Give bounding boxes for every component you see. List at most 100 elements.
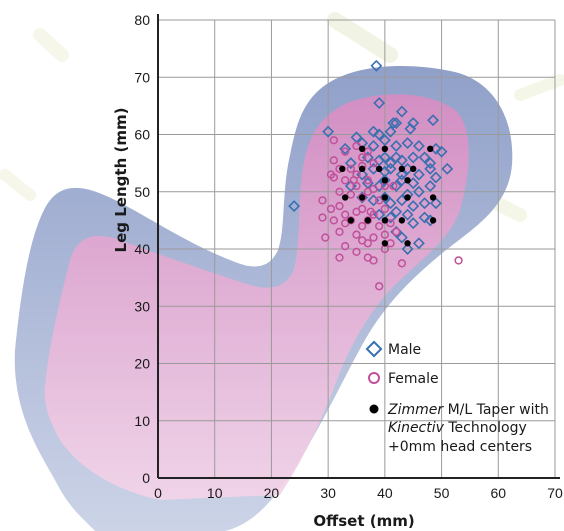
female-point xyxy=(326,204,336,214)
male-point xyxy=(384,125,397,138)
female-point xyxy=(358,204,367,214)
female-point xyxy=(380,204,390,214)
x-tick-labels: 0 10 20 30 40 50 60 70 xyxy=(154,485,563,501)
male-point xyxy=(418,197,431,210)
male-point xyxy=(339,142,352,155)
male-point xyxy=(322,125,335,138)
y-tick-label: 20 xyxy=(134,356,150,372)
female-point xyxy=(346,190,355,199)
male-point xyxy=(407,177,420,190)
x-tick-label: 0 xyxy=(154,485,162,501)
legend-label-male: Male xyxy=(388,342,421,358)
zimmer-point xyxy=(404,240,411,247)
male-point xyxy=(370,59,383,72)
legend-label-zimmer-line3: +0mm head centers xyxy=(388,439,532,455)
female-point xyxy=(329,156,338,165)
male-point xyxy=(429,171,442,184)
female-point xyxy=(375,282,384,291)
x-tick-label: 50 xyxy=(434,485,450,501)
female-series xyxy=(318,136,463,291)
female-point xyxy=(318,196,327,205)
male-point xyxy=(367,140,380,152)
male-point xyxy=(401,137,414,150)
zimmer-point xyxy=(427,145,434,153)
female-point xyxy=(341,241,350,251)
female-point xyxy=(335,253,344,262)
female-point xyxy=(346,164,355,174)
male-point xyxy=(441,162,454,175)
x-tick-label: 30 xyxy=(320,485,336,501)
male-point xyxy=(350,131,363,144)
zimmer-point xyxy=(404,194,411,201)
y-axis-title: Leg Length (mm) xyxy=(112,108,130,253)
axes xyxy=(157,14,560,479)
zimmer-point xyxy=(398,217,406,224)
male-point xyxy=(435,145,448,158)
zimmer-point xyxy=(404,177,411,184)
zimmer-point xyxy=(410,165,417,173)
female-point xyxy=(369,256,378,265)
male-point xyxy=(407,217,420,230)
x-tick-label: 70 xyxy=(547,485,563,501)
female-point xyxy=(363,147,372,156)
zimmer-point xyxy=(347,217,355,224)
legend-item-zimmer: Zimmer M/L Taper with Kinectiv Technolog… xyxy=(369,402,549,455)
male-point xyxy=(395,231,408,244)
zimmer-point xyxy=(381,177,389,184)
female-point xyxy=(346,216,355,225)
female-point xyxy=(318,213,327,222)
male-point xyxy=(401,243,414,255)
male-point xyxy=(378,134,391,147)
x-tick-label: 20 xyxy=(264,485,280,501)
female-point xyxy=(366,207,375,216)
male-point xyxy=(395,174,408,187)
female-point xyxy=(352,247,361,257)
female-point xyxy=(352,230,361,239)
y-tick-label: 0 xyxy=(142,470,150,486)
y-tick-label: 70 xyxy=(134,69,150,85)
zimmer-point xyxy=(429,194,437,201)
zimmer-point xyxy=(381,145,389,153)
female-point xyxy=(392,227,401,236)
female-point xyxy=(321,233,330,242)
legend-zimmer-line1-rest: M/L Taper with xyxy=(443,402,549,418)
legend-label-zimmer-line2: Kinectiv Technology xyxy=(388,420,527,436)
female-point xyxy=(375,196,384,205)
zimmer-point xyxy=(375,165,383,173)
female-point xyxy=(335,227,344,236)
female-point xyxy=(329,173,338,182)
legend-label-zimmer-line1: Zimmer M/L Taper with xyxy=(387,402,549,418)
female-point xyxy=(358,193,367,202)
x-tick-label: 10 xyxy=(207,485,223,501)
zimmer-point xyxy=(341,194,349,201)
x-tick-label: 40 xyxy=(377,485,393,501)
male-point xyxy=(424,162,437,175)
male-point xyxy=(427,114,440,127)
x-tick-label: 60 xyxy=(490,485,506,501)
female-point xyxy=(369,233,378,242)
male-point xyxy=(384,162,397,175)
legend-item-female: Female xyxy=(368,371,439,387)
zimmer-point xyxy=(339,165,346,173)
female-point xyxy=(380,230,390,239)
male-point xyxy=(407,200,420,213)
female-point xyxy=(363,187,372,196)
male-point xyxy=(407,151,420,164)
legend-zimmer-brand: Zimmer xyxy=(387,402,444,418)
x-axis-title: Offset (mm) xyxy=(313,512,414,530)
male-point xyxy=(288,200,301,213)
zimmer-point xyxy=(358,145,366,153)
male-point xyxy=(404,122,417,135)
male-point xyxy=(384,197,397,210)
male-point xyxy=(395,105,408,118)
female-point xyxy=(335,187,344,196)
female-point xyxy=(341,147,350,156)
male-point xyxy=(373,128,386,141)
zimmer-point xyxy=(381,240,389,247)
male-point xyxy=(390,180,403,192)
male-point xyxy=(429,197,442,210)
male-point xyxy=(387,117,400,129)
legend-kinectiv-brand: Kinectiv xyxy=(388,420,445,436)
male-point xyxy=(424,180,437,192)
legend-label-female: Female xyxy=(388,371,439,387)
